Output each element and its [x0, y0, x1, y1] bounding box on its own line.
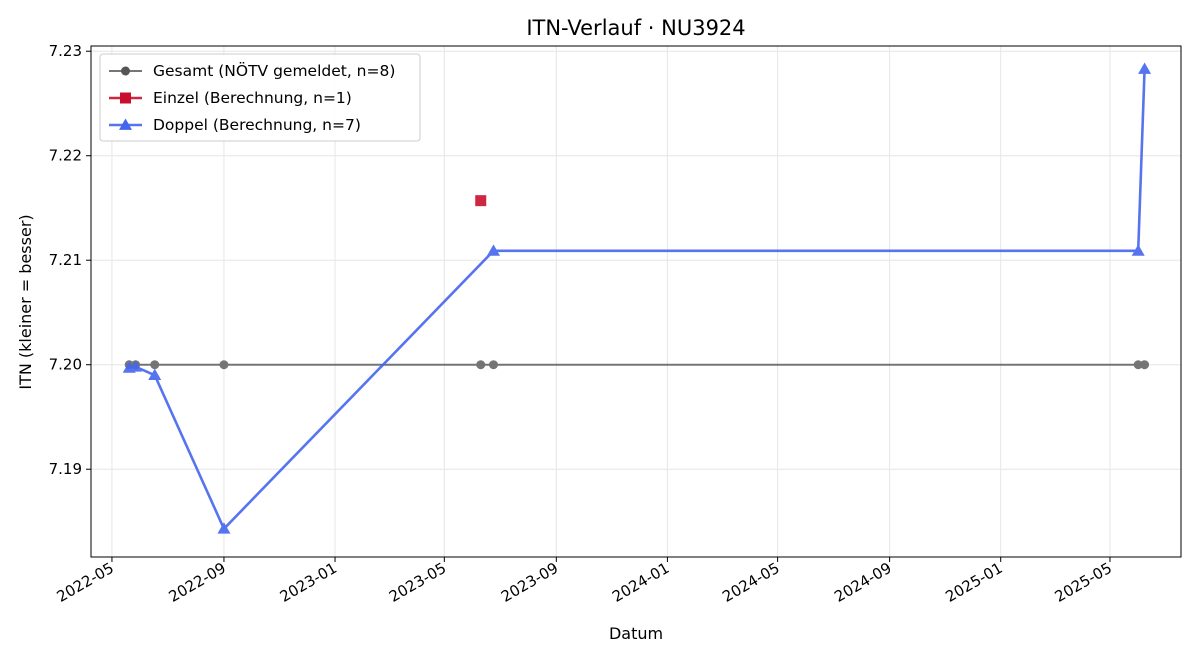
legend-marker — [119, 118, 132, 130]
series-triangle — [122, 62, 1152, 534]
legend-label: Doppel (Berechnung, n=7) — [153, 116, 361, 134]
plot-frame — [90, 45, 1182, 558]
legend-marker — [121, 66, 130, 76]
legend-marker — [120, 92, 131, 104]
y-axis: 7.19 7.20 7.21 7.22 7.23 — [49, 42, 91, 478]
series-square — [475, 195, 487, 207]
x-axis-title: Datum — [609, 624, 663, 643]
legend-item: Einzel (Berechnung, n=1) — [109, 89, 352, 107]
data-point — [476, 360, 486, 370]
y-tick-label: 7.19 — [49, 460, 82, 478]
data-point — [129, 360, 143, 372]
data-point — [475, 195, 487, 207]
data-point — [1133, 360, 1143, 370]
data-point — [1138, 62, 1152, 74]
legend-label: Gesamt (NÖTV gemeldet, n=8) — [153, 61, 395, 80]
legend-box — [99, 53, 421, 142]
data-point — [1131, 244, 1145, 256]
y-axis-title: ITN (kleiner = besser) — [16, 214, 35, 389]
data-point — [217, 522, 231, 534]
data-point — [1140, 360, 1150, 370]
legend-item: Doppel (Berechnung, n=7) — [109, 116, 361, 134]
y-tick-label: 7.22 — [49, 147, 82, 165]
y-tick-label: 7.21 — [49, 251, 82, 269]
data-point — [150, 360, 160, 370]
data-point — [219, 360, 229, 370]
y-tick-label: 7.20 — [49, 356, 82, 374]
y-tick-label: 7.23 — [49, 42, 82, 60]
data-point — [148, 368, 162, 381]
legend-item: Gesamt (NÖTV gemeldet, n=8) — [109, 61, 395, 80]
data-point — [488, 360, 498, 370]
legend-label: Einzel (Berechnung, n=1) — [153, 89, 352, 107]
data-point — [486, 244, 500, 256]
legend: Gesamt (NÖTV gemeldet, n=8) Einzel (Berec… — [99, 53, 421, 142]
series-layer — [122, 62, 1152, 534]
chart-title: ITN-Verlauf · NU3924 — [526, 16, 745, 40]
